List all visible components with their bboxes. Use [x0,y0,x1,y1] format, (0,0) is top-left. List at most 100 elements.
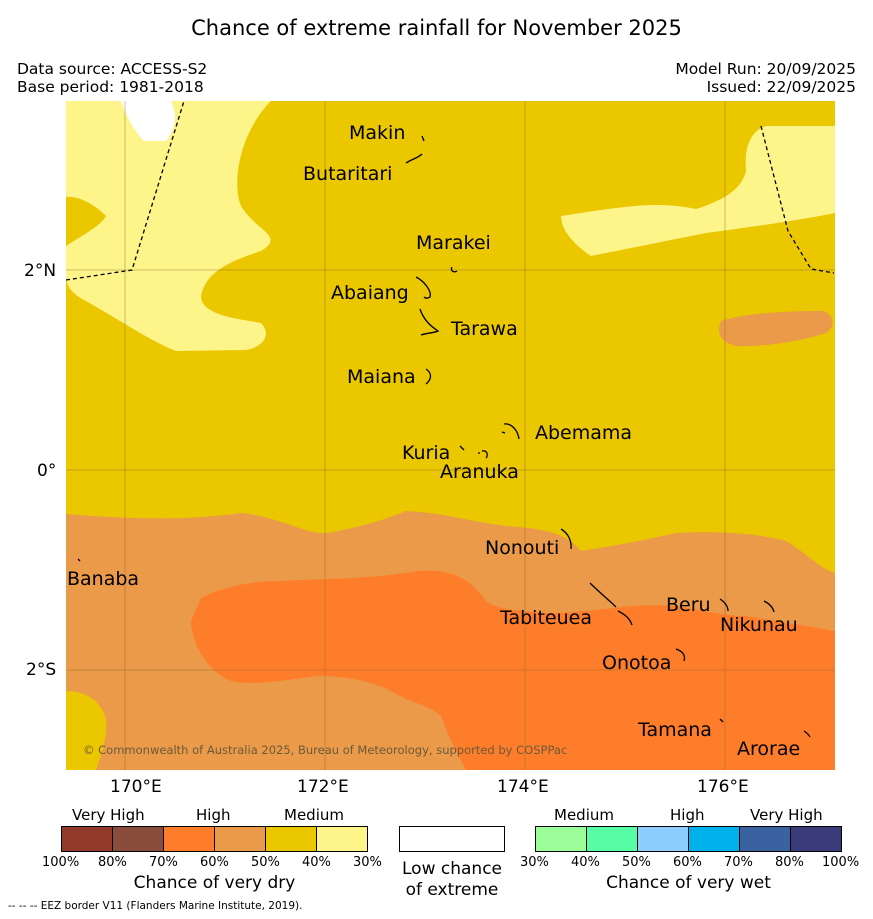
island-abaiang [415,276,431,299]
place-labels: Makin Butaritari Marakei Abaiang Tarawa … [67,122,800,760]
dry-level-high: High [196,806,231,824]
white-low-chance-region [121,101,175,141]
run-info: Model Run: 20/09/2025 Issued: 22/09/2025 [675,60,856,96]
low-chance-line-1: Low chance [402,859,502,879]
lon-tick-176e: 176°E [697,777,749,797]
label-onotoa: Onotoa [602,652,671,674]
dry-level-medium: Medium [284,806,344,824]
data-source: Data source: ACCESS-S2 [17,60,208,78]
wet-pct-60: 60% [673,855,702,870]
label-nikunau: Nikunau [720,614,798,636]
low-chance-swatch-fill [400,827,504,851]
wet-swatch-medium-2 [587,827,638,851]
lat-tick-2s: 2°S [26,660,57,680]
light-yellow-region-west [66,101,271,351]
island-arorae [803,730,811,738]
wet-pct-30: 30% [520,855,549,870]
map-title: Chance of extreme rainfall for November … [191,16,682,40]
label-butaritari: Butaritari [303,163,392,185]
lon-tick-170e: 170°E [110,777,162,797]
issued-date: Issued: 22/09/2025 [706,78,856,96]
wet-swatch-very-high-2 [791,827,841,851]
wet-pct-40: 40% [571,855,600,870]
dry-pct-100: 100% [42,855,80,870]
lon-tick-174e: 174°E [497,777,549,797]
wet-pct-100: 100% [822,855,860,870]
base-period: Base period: 1981-2018 [17,78,204,96]
dry-pct-30: 30% [353,855,382,870]
island-banaba [77,558,81,562]
dry-pct-70: 70% [149,855,178,870]
island-makin [421,135,425,142]
dry-pct-80: 80% [98,855,127,870]
island-nonouti [560,528,572,550]
island-tabiteuea [589,582,633,626]
wet-caption: Chance of very wet [606,873,771,893]
rainfall-map: Makin Butaritari Marakei Abaiang Tarawa … [66,101,835,770]
dry-caption: Chance of very dry [133,873,296,893]
label-tamana: Tamana [637,719,712,741]
eez-footnote: -- -- -- EEZ border V11 (Flanders Marine… [8,900,303,912]
orange-patch-east [719,311,833,347]
eez-border-west [66,101,185,281]
label-aranuka: Aranuka [440,461,519,483]
label-marakei: Marakei [416,232,491,254]
light-yellow-region-east [561,126,835,256]
lat-tick-2n: 2°N [24,261,57,281]
island-outlines [77,135,811,738]
dry-swatch-high-2 [215,827,266,851]
island-butaritari [405,153,423,164]
dry-swatch-medium-1 [266,827,317,851]
yellow-patch-southwest [66,691,107,770]
wet-colorbar [535,826,842,852]
label-nonouti: Nonouti [485,537,559,559]
island-nikunau [763,600,775,613]
lat-tick-0: 0° [37,461,57,481]
dry-swatch-very-high-2 [113,827,164,851]
dry-swatch-very-high-1 [62,827,113,851]
island-beru [719,598,729,612]
eez-border-east [760,125,835,274]
dry-colorbar [61,826,368,852]
lat-lon-grid [66,101,835,770]
wet-level-medium: Medium [554,806,614,824]
wet-pct-80: 80% [775,855,804,870]
label-abaiang: Abaiang [331,282,409,304]
label-banaba: Banaba [67,568,139,590]
wet-swatch-high-1 [638,827,689,851]
island-maiana [425,368,432,385]
label-kuria: Kuria [402,442,450,464]
island-tarawa [419,308,440,336]
island-abemama [501,423,520,440]
wet-swatch-high-2 [689,827,740,851]
island-aranuka [478,450,488,459]
dry-pct-40: 40% [302,855,331,870]
label-abemama: Abemama [535,422,632,444]
dry-pct-60: 60% [200,855,229,870]
island-kuria [459,445,465,451]
wet-swatch-very-high-1 [740,827,791,851]
label-tarawa: Tarawa [450,318,518,340]
label-makin: Makin [349,122,405,144]
wet-pct-70: 70% [724,855,753,870]
label-arorae: Arorae [737,738,800,760]
label-beru: Beru [666,594,711,616]
dry-level-very-high: Very High [72,806,145,824]
wet-swatch-medium-1 [536,827,587,851]
wet-level-very-high: Very High [750,806,823,824]
low-chance-swatch [399,826,505,852]
low-chance-caption: Low chance of extreme [382,859,522,901]
dry-pct-50: 50% [251,855,280,870]
island-marakei [450,266,458,273]
wet-pct-50: 50% [622,855,651,870]
dry-swatch-medium-2 [317,827,367,851]
island-onotoa [675,648,686,662]
copyright-notice: © Commonwealth of Australia 2025, Bureau… [83,743,567,757]
model-run: Model Run: 20/09/2025 [675,60,856,78]
data-source-info: Data source: ACCESS-S2 Base period: 1981… [17,60,207,96]
label-maiana: Maiana [347,366,416,388]
dry-swatch-high-1 [164,827,215,851]
lon-tick-172e: 172°E [297,777,349,797]
low-chance-line-2: of extreme [405,880,499,900]
island-tamana [719,718,724,723]
